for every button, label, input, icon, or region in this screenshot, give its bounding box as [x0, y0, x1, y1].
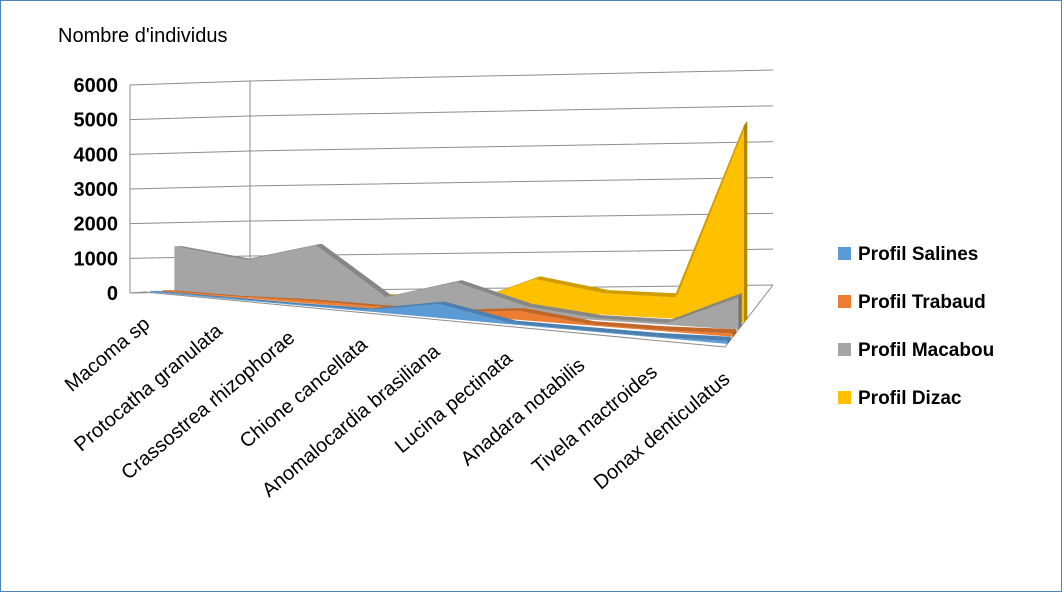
legend-swatch: [838, 295, 851, 308]
legend-item: Profil Salines: [838, 244, 978, 265]
y-tick-label: 1000: [74, 248, 119, 270]
y-tick-label: 5000: [74, 110, 119, 132]
series-ribbon-segment: [162, 290, 241, 297]
x-tick-label: Protocatha granulata: [70, 319, 227, 456]
series-end-cap: [732, 329, 737, 337]
gridline: [129, 69, 774, 86]
series-ribbon-segment: [385, 280, 462, 298]
series-area: [186, 125, 744, 323]
gridline: [129, 177, 774, 190]
y-tick-label: 3000: [74, 179, 119, 201]
legend-item: Profil Dizac: [838, 388, 962, 409]
legend-swatch: [838, 391, 851, 404]
series-ribbon-segment: [597, 315, 672, 324]
series-ribbon-segment: [661, 326, 737, 334]
series-ribbon-segment: [534, 276, 609, 294]
series-ribbon-segment: [674, 121, 748, 298]
series-ribbon-segment: [294, 303, 373, 311]
series-ribbon-segment: [456, 280, 532, 307]
legend-label: Profil Dizac: [858, 388, 962, 409]
series-area: [174, 244, 739, 330]
series-ribbon-segment: [518, 307, 595, 325]
series-ribbon-segment: [438, 301, 516, 324]
series-ribbon-segment: [667, 293, 742, 324]
series-ribbon-segment: [655, 332, 731, 342]
legend-swatch: [838, 247, 851, 260]
series-ribbon-segment: [233, 295, 312, 301]
legend-label: Profil Macabou: [858, 340, 994, 361]
series-ribbon-segment: [510, 320, 588, 331]
series-end-cap: [738, 293, 742, 330]
series-ribbon-segment: [244, 243, 322, 260]
series-end-cap: [743, 121, 748, 323]
series-ribbon-segment: [222, 297, 301, 305]
y-tick-label: 6000: [74, 75, 119, 97]
series-ribbon-segment: [604, 290, 679, 298]
y-tick-label: 4000: [74, 144, 119, 166]
legend-item: Profil Macabou: [838, 340, 994, 361]
gridline: [129, 105, 774, 121]
series-ribbon-segment: [583, 326, 660, 337]
series-ribbon-segment: [526, 303, 602, 319]
series-ribbon-segment: [590, 321, 666, 331]
series-ribbon-segment: [150, 290, 230, 298]
legend-item: Profil Trabaud: [838, 292, 986, 313]
series-profil-salines: [150, 290, 731, 344]
series-ribbon-segment: [304, 299, 383, 307]
legend-label: Profil Salines: [858, 244, 978, 265]
series-ribbon-segment: [174, 246, 252, 260]
y-axis-title: Nombre d'individus: [58, 25, 227, 47]
series-profil-macabou: [174, 243, 742, 330]
floor-edge: [129, 284, 774, 348]
series-ribbon-segment: [366, 301, 445, 311]
y-tick-label: 2000: [74, 214, 119, 236]
legend-swatch: [838, 343, 851, 356]
x-tick-label: Donax denticulatus: [590, 368, 734, 494]
series-ribbon-segment: [315, 243, 392, 298]
legend: Profil Salines Profil Trabaud Profil Macab…: [838, 244, 994, 409]
series-end-cap: [727, 336, 731, 344]
series-area: [150, 290, 728, 344]
gridline: [129, 141, 774, 155]
gridline: [129, 212, 774, 225]
legend-label: Profil Trabaud: [858, 292, 986, 313]
y-tick-label: 0: [107, 283, 118, 305]
